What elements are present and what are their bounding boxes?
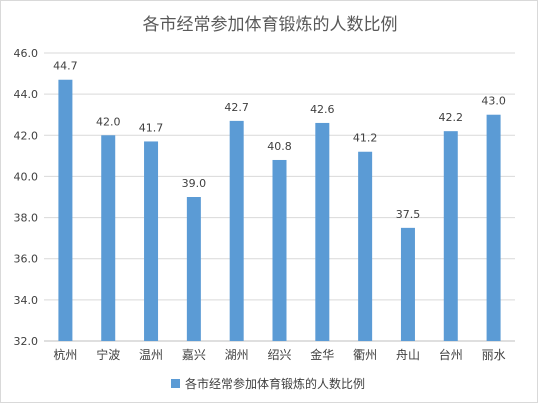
bar [443, 131, 458, 341]
bar [229, 120, 244, 341]
data-label: 39.0 [182, 177, 207, 190]
y-tick-label: 42.0 [14, 129, 39, 142]
bar [486, 114, 501, 341]
category-label: 杭州 [53, 347, 77, 362]
legend-label: 各市经常参加体育锻炼的人数比例 [185, 376, 365, 391]
data-label: 42.0 [96, 115, 121, 128]
data-label: 43.0 [481, 95, 506, 108]
legend-swatch [171, 379, 180, 388]
y-tick-label: 44.0 [14, 88, 39, 101]
category-label: 丽水 [482, 348, 506, 362]
bar [186, 197, 201, 341]
y-axis-ticks: 32.0 34.0 36.0 38.0 40.0 42.0 44.0 46.0 [14, 47, 39, 348]
bar [358, 151, 373, 341]
y-tick-label: 40.0 [14, 170, 39, 183]
category-label: 嘉兴 [182, 348, 206, 362]
y-tick-label: 34.0 [14, 294, 39, 307]
category-label: 宁波 [96, 347, 120, 362]
data-label: 41.7 [139, 121, 164, 134]
data-label: 44.7 [53, 60, 78, 73]
data-label: 42.6 [310, 103, 335, 116]
bar [315, 122, 330, 341]
bar [58, 79, 73, 341]
y-tick-label: 46.0 [14, 47, 39, 60]
bar [272, 159, 287, 341]
data-label: 40.8 [267, 140, 292, 153]
data-label: 37.5 [396, 208, 421, 221]
bar [101, 135, 116, 341]
x-axis-categories: 杭州 宁波 温州 嘉兴 湖州 绍兴 金华 衢州 舟山 台州 丽水 [53, 347, 505, 362]
chart-title: 各市经常参加体育锻炼的人数比例 [143, 15, 398, 35]
data-labels: 44.7 42.0 41.7 39.0 42.7 40.8 42.6 41.2 37.5 42.2… [53, 60, 506, 221]
data-label: 42.2 [439, 111, 464, 124]
category-label: 温州 [139, 348, 163, 362]
legend: 各市经常参加体育锻炼的人数比例 [171, 376, 365, 391]
category-label: 湖州 [225, 347, 249, 362]
bar [144, 141, 159, 341]
data-label: 41.2 [353, 132, 378, 145]
y-tick-label: 36.0 [14, 253, 39, 266]
category-label: 舟山 [396, 348, 420, 362]
y-tick-label: 38.0 [14, 212, 39, 225]
y-tick-label: 32.0 [14, 335, 39, 348]
data-label: 42.7 [224, 101, 249, 114]
category-label: 衢州 [353, 348, 377, 362]
category-label: 绍兴 [267, 348, 291, 362]
category-label: 台州 [439, 347, 463, 362]
bars [58, 79, 501, 341]
category-label: 金华 [310, 347, 334, 362]
bar [400, 227, 415, 341]
